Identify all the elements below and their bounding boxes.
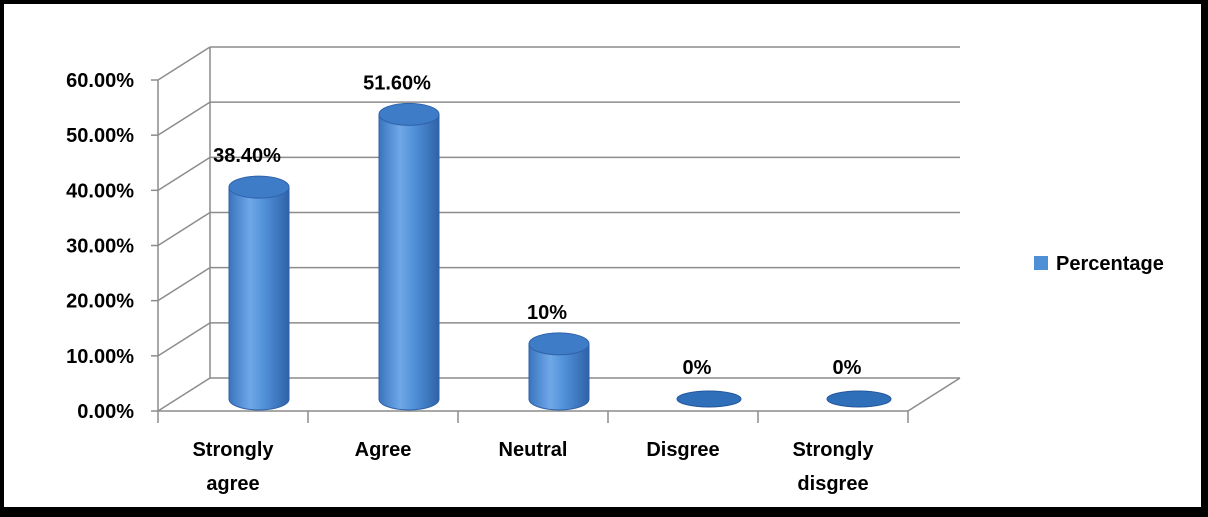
bar-top bbox=[529, 333, 589, 355]
bar-disgree bbox=[677, 391, 741, 407]
y-tick-label: 30.00% bbox=[66, 236, 134, 258]
x-tick-label: Disgree bbox=[646, 439, 719, 461]
legend-swatch bbox=[1034, 256, 1048, 270]
y-tick-label: 40.00% bbox=[66, 180, 134, 202]
bars bbox=[229, 103, 891, 410]
bar-top bbox=[229, 176, 289, 198]
y-tick-label: 0.00% bbox=[77, 401, 134, 423]
y-tick-label: 20.00% bbox=[66, 291, 134, 313]
gridline-side bbox=[158, 213, 210, 246]
data-label: 0% bbox=[683, 357, 712, 379]
floor-edge bbox=[908, 378, 960, 411]
legend: Percentage bbox=[1034, 253, 1164, 275]
gridline-side bbox=[158, 378, 210, 411]
bar-top bbox=[379, 103, 439, 125]
x-tick-label: Neutral bbox=[499, 439, 568, 461]
bar-strongly-agree bbox=[229, 187, 289, 410]
x-tick-label: Strongly bbox=[792, 439, 874, 461]
y-tick-label: 50.00% bbox=[66, 125, 134, 147]
gridline-side bbox=[158, 157, 210, 190]
data-label: 38.40% bbox=[213, 145, 281, 167]
bar-strongly-disgree bbox=[827, 391, 891, 407]
bar-agree bbox=[379, 114, 439, 410]
gridline-side bbox=[158, 47, 210, 80]
data-label: 0% bbox=[833, 357, 862, 379]
legend-label: Percentage bbox=[1056, 253, 1164, 275]
x-tick-label: Strongly bbox=[192, 439, 274, 461]
x-tick-label: agree bbox=[206, 473, 259, 495]
data-label: 51.60% bbox=[363, 72, 431, 94]
data-label: 10% bbox=[527, 302, 567, 324]
gridline-side bbox=[158, 102, 210, 135]
gridline-side bbox=[158, 323, 210, 356]
x-tick-label: Agree bbox=[355, 439, 412, 461]
y-tick-label: 10.00% bbox=[66, 346, 134, 368]
gridline-side bbox=[158, 268, 210, 301]
x-tick-label: disgree bbox=[797, 473, 868, 495]
y-tick-label: 60.00% bbox=[66, 70, 134, 92]
